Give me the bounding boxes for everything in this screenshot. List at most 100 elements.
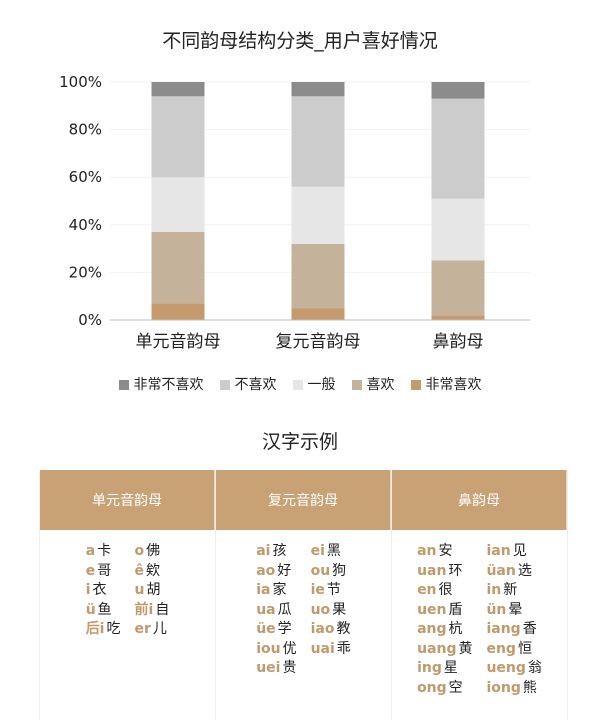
y-tick-label: 60% (69, 168, 102, 186)
pinyin-final: üe (256, 621, 276, 637)
bar-segment (151, 96, 205, 178)
hanzi: 很 (438, 582, 453, 598)
examples-table: 单元音韵母 a 卡 e 哥 i 衣 ü 鱼后i 吃 o 佛 ê 欸 u 胡前i 自 er 儿复元音韵母 ai 孩 ao 好 i… (39, 470, 568, 720)
example-item: ou 狗 (311, 562, 351, 582)
example-item: uo 果 (311, 601, 351, 621)
bar-segment (431, 82, 485, 99)
hanzi: 好 (277, 562, 292, 579)
hanzi: 星 (443, 660, 458, 676)
hanzi: 黄 (458, 640, 473, 657)
hanzi: 儿 (152, 621, 167, 637)
pinyin-final: ü (85, 601, 96, 618)
hanzi: 果 (332, 601, 347, 618)
column-header: 复元音韵母 (216, 470, 391, 530)
example-item: uan 环 (417, 562, 472, 582)
bar-segment (431, 98, 485, 199)
example-item: ei 黑 (311, 542, 351, 562)
pinyin-final: u (134, 582, 145, 598)
example-list: an 安 uan 环 en 很 uen 盾 ang 杭 uang 黄 ing 星 ong 空 (417, 542, 472, 698)
pinyin-final: en (417, 582, 437, 598)
bar-segment (431, 260, 485, 316)
hanzi: 空 (448, 679, 463, 696)
example-item: ing 星 (417, 659, 472, 679)
example-item: er 儿 (135, 620, 170, 640)
hanzi: 晕 (508, 601, 523, 618)
pinyin-final: iong (486, 679, 521, 696)
column-header: 单元音韵母 (40, 470, 215, 530)
hanzi: 黑 (326, 543, 341, 559)
pinyin-final: a (85, 543, 96, 559)
legend-label: 一般 (307, 377, 336, 393)
hanzi: 香 (522, 621, 537, 637)
example-item: ün 晕 (486, 601, 541, 621)
bar-segment (291, 82, 345, 97)
pinyin-final: e (85, 562, 96, 579)
legend-label: 非常喜欢 (425, 377, 482, 393)
hanzi: 新 (503, 582, 518, 598)
legend-item: 一般 (292, 374, 336, 394)
example-item: uen 盾 (417, 601, 472, 621)
pinyin-final: ua (256, 601, 276, 618)
hanzi: 瓜 (277, 601, 292, 618)
legend-item: 非常喜欢 (410, 374, 482, 394)
hanzi: 吃 (106, 621, 121, 637)
x-tick-label: 鼻韵母 (433, 332, 484, 352)
pinyin-final: ueng (486, 660, 526, 676)
example-item: 后i 吃 (86, 620, 121, 640)
pinyin-final: in (486, 582, 502, 598)
y-tick-label: 20% (69, 263, 102, 281)
bar-segment (291, 186, 345, 244)
example-item: ua 瓜 (256, 601, 296, 621)
example-item: ueng 翁 (486, 659, 541, 679)
example-item: uai 乖 (311, 640, 351, 660)
pinyin-final: 前i (134, 601, 154, 618)
bar-segment (291, 96, 345, 187)
hanzi: 自 (155, 601, 170, 618)
pinyin-final: 后i (85, 621, 105, 637)
hanzi: 节 (326, 582, 341, 598)
pinyin-final: uo (310, 601, 331, 618)
example-item: ai 孩 (256, 542, 296, 562)
pinyin-final: ing (417, 660, 442, 676)
legend-swatch (351, 380, 362, 390)
hanzi: 学 (277, 621, 292, 637)
pinyin-final: üan (486, 562, 516, 579)
hanzi: 选 (517, 562, 532, 579)
examples-title: 汉字示例 (261, 431, 338, 453)
pinyin-final: er (134, 621, 151, 637)
pinyin-final: ia (256, 582, 271, 598)
y-tick-label: 0% (78, 311, 102, 329)
example-list: ei 黑 ou 狗 ie 节 uo 果 iao 教 uai 乖 (311, 542, 351, 679)
legend-item: 不喜欢 (219, 374, 277, 394)
examples-column: 复元音韵母 ai 孩 ao 好 ia 家 ua 瓜 üe 学 iou 优 uei 贵 ei 黑 ou 狗 ie 节 uo 果… (216, 470, 392, 720)
hanzi: 佛 (146, 543, 161, 559)
bar-segment (151, 303, 205, 320)
example-item: iong 熊 (486, 679, 541, 699)
pinyin-final: an (417, 543, 437, 559)
hanzi: 家 (272, 582, 287, 598)
hanzi: 翁 (527, 660, 542, 676)
legend-label: 喜欢 (366, 377, 395, 393)
example-item: ong 空 (417, 679, 472, 699)
hanzi: 欸 (146, 562, 160, 579)
legend-label: 非常不喜欢 (133, 377, 204, 393)
legend-item: 非常不喜欢 (118, 374, 204, 394)
bar-segment (431, 315, 485, 320)
column-body: ai 孩 ao 好 ia 家 ua 瓜 üe 学 iou 优 uei 贵 ei 黑 ou 狗 ie 节 uo 果 iao 教 u… (216, 530, 391, 679)
pinyin-final: ün (486, 601, 507, 618)
column-header: 鼻韵母 (392, 470, 567, 530)
column-body: an 安 uan 环 en 很 uen 盾 ang 杭 uang 黄 ing 星 ong 空 ian 见 üan 选 i… (392, 530, 567, 698)
x-tick-label: 复元音韵母 (276, 332, 361, 352)
hanzi: 恒 (517, 640, 532, 657)
pinyin-final: ei (310, 543, 325, 559)
legend-item: 喜欢 (351, 374, 395, 394)
stacked-bar-chart: 0% 20% 40% 60% 80% 100% 单元音韵母 复元音韵母 鼻韵母 (59, 73, 530, 352)
pinyin-final: ai (256, 543, 271, 559)
x-tick-label: 单元音韵母 (136, 332, 221, 352)
bar-segment (431, 198, 485, 261)
chart-legend: 非常不喜欢 不喜欢 一般 喜欢 非常喜欢 (0, 374, 600, 394)
